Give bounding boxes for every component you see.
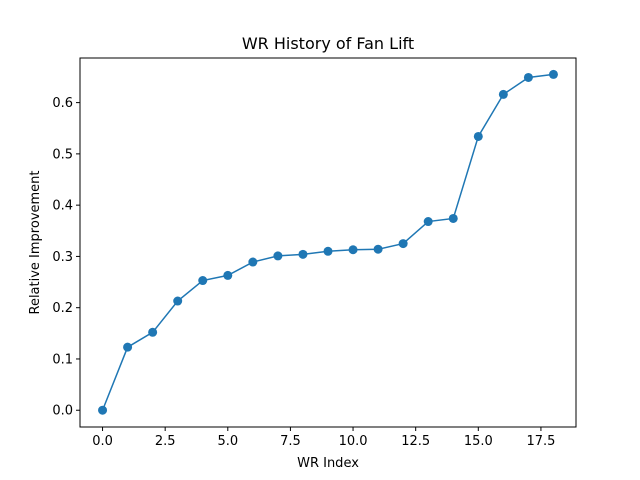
- y-tick-label: 0.0: [52, 404, 73, 419]
- x-tick-label: 12.5: [401, 434, 430, 449]
- x-tick-label: 2.5: [155, 434, 176, 449]
- plot-frame: [79, 57, 577, 428]
- data-point: [248, 257, 258, 267]
- y-tick-label: 0.2: [52, 301, 73, 316]
- x-axis-label: WR Index: [297, 456, 359, 471]
- data-point: [98, 405, 108, 415]
- data-point: [423, 217, 433, 227]
- data-point: [498, 89, 508, 99]
- x-tick-label: 7.5: [280, 434, 301, 449]
- y-tick-label: 0.3: [52, 250, 73, 265]
- y-tick-label: 0.4: [52, 199, 73, 214]
- data-point: [523, 72, 533, 82]
- data-point: [348, 245, 358, 255]
- x-tick-label: 15.0: [464, 434, 493, 449]
- data-point: [473, 131, 483, 141]
- data-point: [148, 327, 158, 337]
- data-point: [273, 251, 283, 261]
- data-point: [548, 69, 558, 79]
- data-point: [173, 296, 183, 306]
- y-tick-label: 0.1: [52, 352, 73, 367]
- data-point: [398, 239, 408, 249]
- chart-title: WR History of Fan Lift: [242, 34, 414, 53]
- x-tick-label: 5.0: [217, 434, 238, 449]
- data-point: [198, 276, 208, 286]
- data-point: [373, 244, 383, 254]
- x-tick-label: 17.5: [526, 434, 555, 449]
- data-point: [223, 270, 233, 280]
- y-tick-label: 0.6: [52, 96, 73, 111]
- x-tick-label: 10.0: [339, 434, 368, 449]
- data-point: [123, 342, 133, 352]
- y-tick-label: 0.5: [52, 147, 73, 162]
- data-point: [298, 249, 308, 259]
- data-point: [323, 246, 333, 256]
- data-point: [448, 213, 458, 223]
- y-axis-label: Relative Improvement: [28, 170, 43, 314]
- x-tick-label: 0.0: [92, 434, 113, 449]
